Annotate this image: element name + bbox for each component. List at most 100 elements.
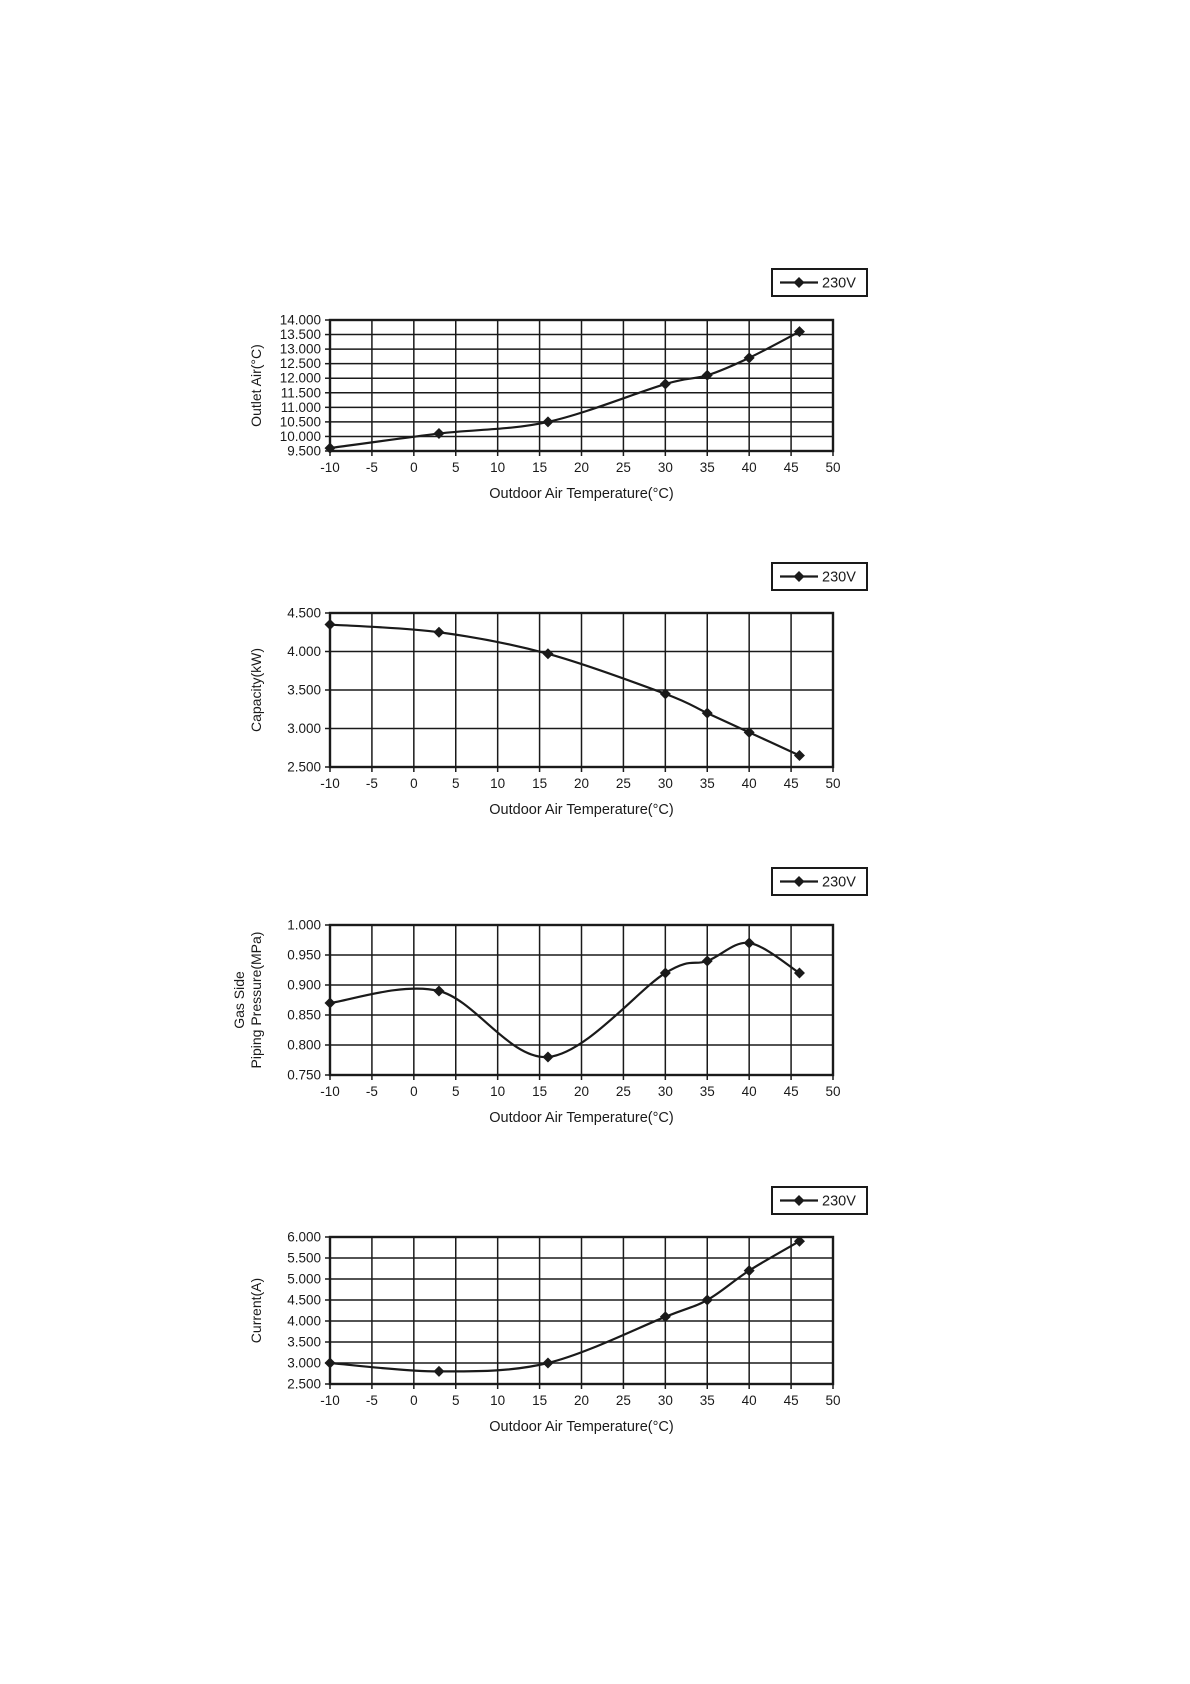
data-point-marker	[324, 997, 336, 1009]
x-tick-label: 40	[742, 1084, 757, 1099]
data-point-marker	[433, 626, 445, 638]
data-point-marker	[542, 416, 554, 428]
x-axis-title: Outdoor Air Temperature(°C)	[489, 802, 673, 818]
x-tick-label: 5	[452, 776, 460, 791]
x-tick-label: 25	[616, 1084, 631, 1099]
x-tick-label: 25	[616, 776, 631, 791]
x-tick-label: 5	[452, 1393, 460, 1408]
y-tick-label: 12.000	[280, 371, 321, 386]
data-point-marker	[542, 648, 554, 660]
y-tick-label: 9.500	[287, 444, 321, 459]
data-point-marker	[701, 707, 713, 719]
y-tick-label: 0.850	[287, 1008, 321, 1023]
data-point-marker	[659, 967, 671, 979]
x-tick-label: 40	[742, 776, 757, 791]
x-axis-title: Outdoor Air Temperature(°C)	[489, 486, 673, 502]
x-tick-label: 0	[410, 460, 418, 475]
y-tick-label: 10.500	[280, 414, 321, 429]
data-point-marker	[793, 967, 805, 979]
y-tick-label: 12.500	[280, 356, 321, 371]
legend-marker-diamond-icon	[793, 571, 805, 582]
x-tick-label: 0	[410, 1393, 418, 1408]
data-point-marker	[743, 937, 755, 949]
x-tick-label: -10	[320, 460, 340, 475]
x-tick-label: 15	[532, 776, 547, 791]
y-tick-label: 0.800	[287, 1038, 321, 1053]
x-tick-label: 10	[490, 460, 505, 475]
x-tick-label: 5	[452, 460, 460, 475]
legend: 230V	[771, 1186, 868, 1215]
data-point-marker	[324, 442, 336, 454]
x-tick-label: 50	[825, 460, 840, 475]
x-tick-label: 50	[825, 1393, 840, 1408]
data-point-marker	[743, 352, 755, 364]
x-tick-label: 0	[410, 1084, 418, 1099]
x-tick-label: 35	[700, 776, 715, 791]
x-tick-label: 35	[700, 1393, 715, 1408]
y-tick-label: 13.500	[280, 327, 321, 342]
legend-label: 230V	[822, 875, 856, 891]
legend-label: 230V	[822, 1194, 856, 1210]
x-tick-label: 15	[532, 460, 547, 475]
y-tick-label: 0.750	[287, 1068, 321, 1083]
y-tick-label: 11.500	[281, 385, 321, 400]
x-tick-label: 20	[574, 1393, 589, 1408]
x-tick-label: 30	[658, 460, 673, 475]
y-tick-label: 14.000	[280, 313, 321, 328]
x-tick-label: 20	[574, 776, 589, 791]
data-point-marker	[542, 1357, 554, 1369]
x-tick-label: 15	[532, 1084, 547, 1099]
y-tick-label: 4.500	[287, 606, 321, 621]
x-tick-label: 20	[574, 1084, 589, 1099]
x-tick-label: 10	[490, 1084, 505, 1099]
legend: 230V	[771, 268, 868, 297]
y-tick-label: 6.000	[287, 1230, 321, 1245]
x-tick-label: -10	[320, 1393, 340, 1408]
data-point-marker	[743, 726, 755, 738]
data-point-marker	[701, 1294, 713, 1306]
legend-marker-diamond-icon	[793, 876, 805, 887]
data-point-marker	[542, 1051, 554, 1063]
x-tick-label: -5	[366, 776, 378, 791]
data-point-marker	[324, 619, 336, 631]
y-tick-label: 11.000	[281, 400, 321, 415]
x-tick-label: 25	[616, 460, 631, 475]
y-tick-label: 10.000	[280, 429, 321, 444]
x-axis-title: Outdoor Air Temperature(°C)	[489, 1419, 673, 1435]
legend-label: 230V	[822, 570, 856, 586]
x-tick-label: 35	[700, 1084, 715, 1099]
x-tick-label: 45	[784, 460, 799, 475]
y-axis-title: Outlet Air(°C)	[248, 344, 264, 427]
data-point-marker	[701, 369, 713, 381]
x-tick-label: 45	[784, 776, 799, 791]
y-tick-label: 2.500	[287, 760, 321, 775]
y-tick-label: 2.500	[287, 1377, 321, 1392]
y-tick-label: 3.000	[287, 721, 321, 736]
x-tick-label: -10	[320, 1084, 340, 1099]
x-tick-label: 15	[532, 1393, 547, 1408]
y-tick-label: 0.900	[287, 978, 321, 993]
y-tick-label: 1.000	[287, 918, 321, 933]
y-axis-title: Piping Pressure(MPa)	[248, 932, 264, 1069]
series-line	[328, 1240, 801, 1373]
y-tick-label: 4.000	[287, 1314, 321, 1329]
y-tick-label: 3.000	[287, 1356, 321, 1371]
x-tick-label: 25	[616, 1393, 631, 1408]
y-tick-label: 5.500	[287, 1251, 321, 1266]
chart-2-group: -10 -5 0 5 10 15 20 25 30 35 40 45 50 4.500 4.000 3.500…	[248, 562, 868, 818]
series-line	[328, 941, 801, 1059]
data-point-marker	[659, 378, 671, 390]
x-tick-label: 35	[700, 460, 715, 475]
chart-3-group: -10 -5 0 5 10 15 20 25 30 35 40 45 50 1.000 0.950 0.900…	[231, 867, 868, 1126]
data-point-marker	[433, 985, 445, 997]
x-tick-label: 30	[658, 776, 673, 791]
x-tick-label: 0	[410, 776, 418, 791]
plot-border	[328, 318, 835, 453]
data-point-marker	[659, 688, 671, 700]
legend-label: 230V	[822, 276, 856, 292]
y-tick-label: 4.000	[287, 644, 321, 659]
legend: 230V	[771, 562, 868, 591]
x-tick-label: 10	[490, 1393, 505, 1408]
x-tick-label: 40	[742, 460, 757, 475]
y-axis-title: Current(A)	[248, 1278, 264, 1343]
